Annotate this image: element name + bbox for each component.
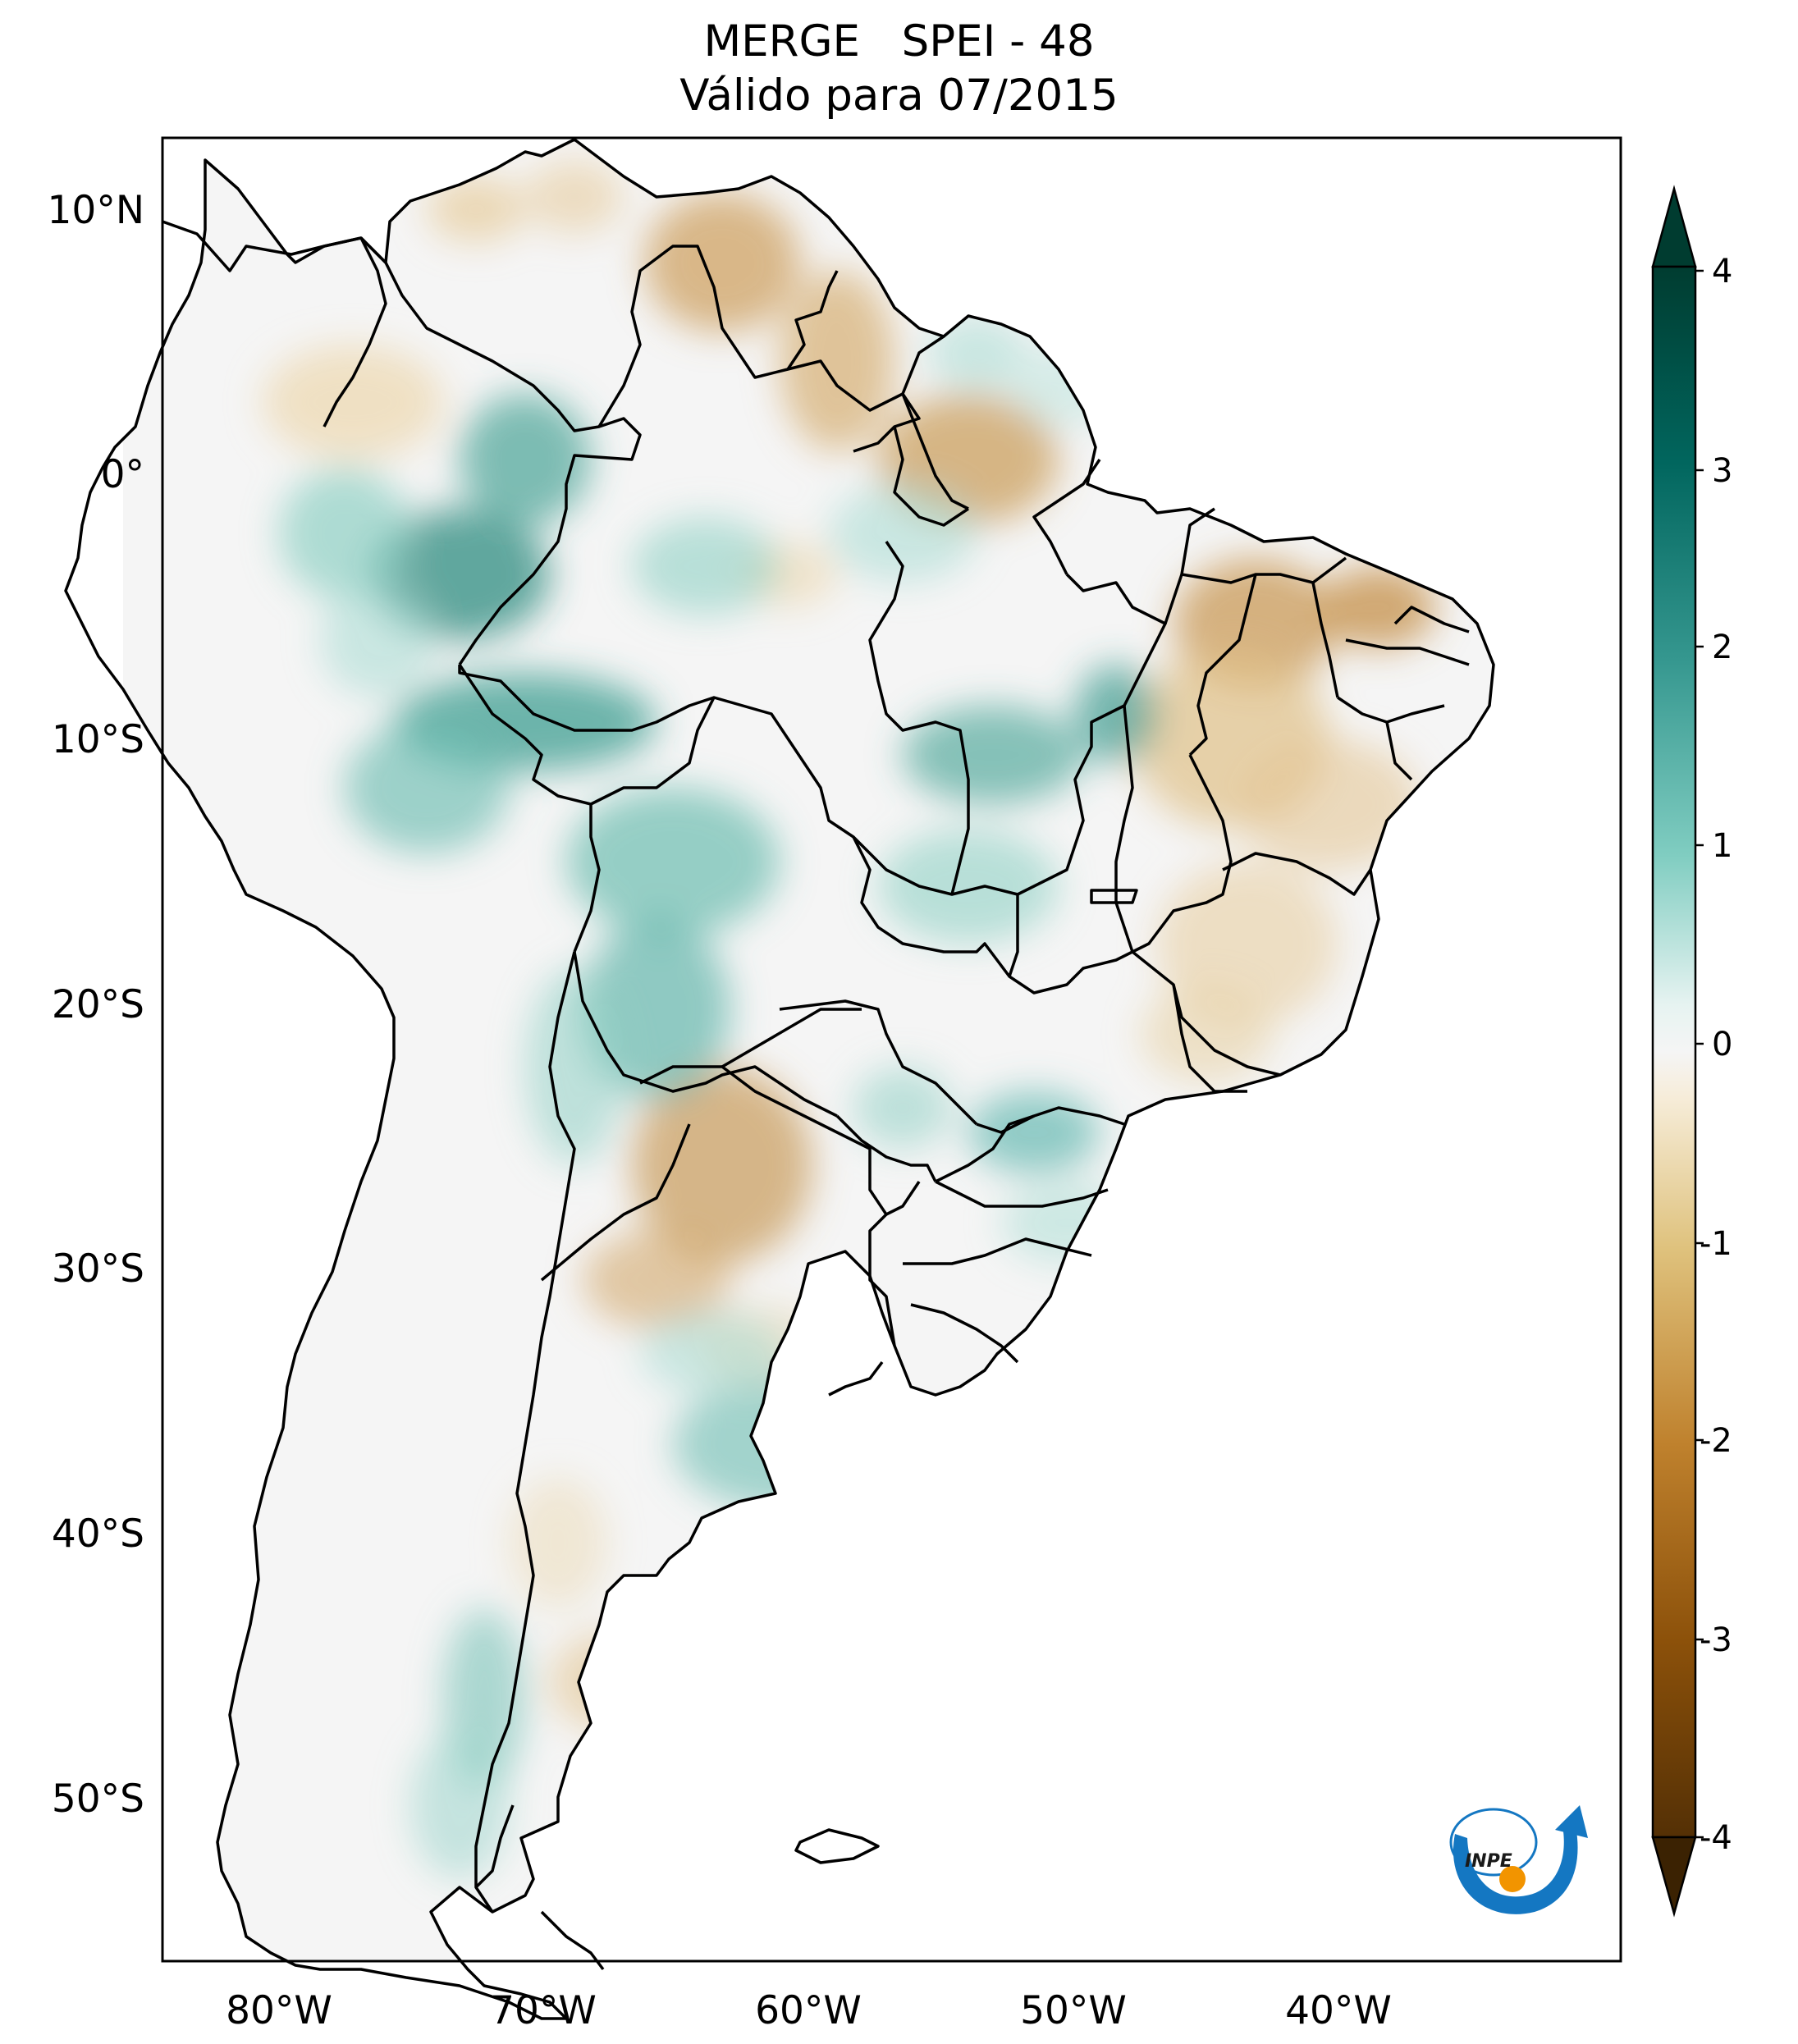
y-tick-label: 0°	[101, 452, 144, 497]
logo-dot-icon	[1499, 1866, 1526, 1892]
x-axis-ticks: 80°W 70°W 60°W 50°W 40°W	[226, 1988, 1392, 2033]
colorbar-tick-label: 3	[1712, 452, 1732, 490]
y-axis-ticks: 10°N 0° 10°S 20°S 30°S 40°S 50°S	[48, 188, 144, 1822]
y-tick-label: 10°S	[52, 717, 144, 762]
y-tick-label: 10°N	[48, 188, 144, 233]
colorbar-tick-label: -1	[1700, 1225, 1732, 1263]
logo-arrow-icon	[1555, 1805, 1588, 1838]
map-title: MERGE SPEI - 48 Válido para 07/2015	[0, 15, 1798, 123]
x-tick-label: 80°W	[226, 1988, 332, 2033]
inpe-logo: INPE	[1449, 1805, 1588, 1914]
x-tick-label: 40°W	[1285, 1988, 1392, 2033]
title-line-1: MERGE SPEI - 48	[703, 16, 1095, 66]
colorbar-tick-label: 0	[1712, 1026, 1732, 1063]
colorbar-tick-label: -3	[1700, 1621, 1732, 1659]
logo-text: INPE	[1465, 1851, 1512, 1872]
colorbar-extend-min	[1651, 1836, 1697, 1918]
y-tick-label: 40°S	[52, 1511, 144, 1557]
x-tick-label: 50°W	[1020, 1988, 1127, 2033]
logo-swoosh-icon	[1453, 1826, 1578, 1914]
x-tick-label: 70°W	[490, 1988, 597, 2033]
axes-box	[161, 136, 1622, 1963]
colorbar-tick-label: 4	[1712, 253, 1732, 290]
title-line-2: Válido para 07/2015	[679, 71, 1119, 121]
y-tick-label: 20°S	[52, 982, 144, 1027]
x-tick-label: 60°W	[755, 1988, 862, 2033]
colorbar-tick-label: 2	[1712, 629, 1732, 666]
colorbar-tick-label: 1	[1712, 827, 1732, 865]
colorbar-tick-label: -4	[1700, 1819, 1732, 1857]
colorbar-tick-label: -2	[1700, 1422, 1732, 1460]
colorbar: 4 3 2 1 0 -1 -2 -3 -4	[1651, 185, 1732, 1918]
colorbar-extend-max	[1651, 185, 1697, 268]
y-tick-label: 50°S	[52, 1776, 144, 1822]
colorbar-gradient	[1651, 265, 1697, 1839]
y-tick-label: 30°S	[52, 1246, 144, 1292]
logo-ring-icon	[1449, 1808, 1538, 1877]
